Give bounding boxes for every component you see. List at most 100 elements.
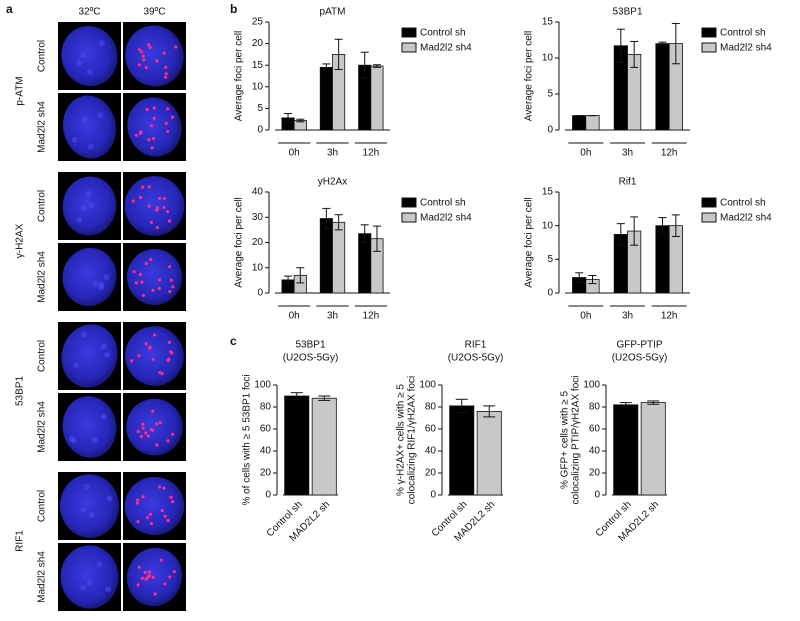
row-label: Mad2l2 sh4 — [37, 401, 48, 453]
focus — [137, 63, 141, 67]
nucleolus — [105, 586, 112, 593]
group-label: p-ATM — [15, 76, 26, 105]
panel-letter: b — [230, 2, 237, 16]
focus — [140, 185, 145, 189]
x-tick-label: 3h — [622, 311, 633, 322]
nucleolus — [98, 284, 105, 291]
y-tick-label: 80 — [589, 402, 601, 413]
y-tick-label: 100 — [419, 380, 436, 391]
y-tick-label: 15 — [542, 17, 554, 28]
chart-title: RIF1 — [465, 340, 487, 351]
focus — [145, 108, 149, 112]
column-header: 39ºC — [144, 7, 166, 18]
focus — [136, 583, 140, 587]
y-axis-title: % of cells with ≥ 5 53BP1 foci — [242, 374, 253, 505]
nucleolus — [97, 112, 104, 119]
y-tick-label: 0 — [257, 288, 263, 299]
nucleolus — [88, 202, 95, 209]
focus — [141, 54, 145, 58]
focus — [144, 66, 148, 70]
y-tick-label: 60 — [425, 424, 437, 435]
nucleolus — [85, 190, 92, 197]
bar — [319, 218, 333, 294]
panel-letter: c — [230, 334, 237, 348]
x-tick-label: 0h — [289, 311, 300, 322]
x-tick-label: 12h — [661, 148, 678, 159]
focus — [157, 278, 162, 282]
nucleolus — [82, 116, 89, 123]
y-tick-label: 20 — [252, 38, 264, 49]
focus — [149, 521, 154, 526]
focus — [143, 570, 147, 574]
focus — [164, 65, 168, 69]
focus — [146, 575, 150, 579]
nucleolus — [88, 512, 95, 519]
error-bar — [671, 22, 680, 65]
legend-label: Control sh — [720, 198, 766, 209]
bar — [613, 404, 639, 496]
error-bar — [372, 225, 381, 252]
legend-swatch — [401, 212, 417, 223]
focus — [142, 58, 146, 62]
nucleus — [62, 247, 117, 307]
focus — [169, 278, 173, 282]
chart-title: GFP-PTIP — [616, 340, 662, 351]
y-tick-label: 15 — [542, 187, 554, 198]
focus — [137, 48, 141, 52]
y-tick-label: 10 — [542, 53, 554, 64]
legend-label: Mad2l2 sh4 — [420, 213, 472, 224]
error-bar — [455, 398, 468, 413]
y-tick-label: 100 — [254, 380, 271, 391]
group-label: γ-H2AX — [15, 223, 26, 258]
focus — [158, 421, 163, 425]
error-bar — [322, 207, 331, 230]
focus — [163, 75, 168, 79]
nucleolus — [83, 483, 90, 490]
focus — [136, 498, 140, 502]
focus — [139, 130, 143, 134]
focus — [167, 340, 171, 344]
y-tick-label: 40 — [260, 446, 272, 457]
error-bar — [360, 224, 369, 243]
focus — [166, 107, 170, 111]
focus — [167, 219, 172, 223]
y-tick-label: 20 — [589, 468, 601, 479]
focus — [138, 272, 142, 277]
focus — [134, 281, 138, 285]
nucleolus — [96, 561, 103, 568]
bar — [640, 402, 666, 496]
nucleolus — [103, 274, 110, 281]
nucleolus — [80, 584, 87, 591]
nucleus — [59, 474, 120, 538]
error-bar — [616, 223, 625, 246]
y-axis-title: Average foci per cell — [524, 197, 535, 287]
focus — [136, 429, 140, 434]
focus — [155, 422, 159, 426]
focus — [147, 138, 151, 142]
focus — [168, 575, 172, 579]
nucleolus — [91, 437, 98, 444]
focus — [136, 519, 140, 524]
focus — [151, 288, 155, 292]
column-header: 32ºC — [79, 7, 101, 18]
focus — [166, 209, 170, 214]
y-axis-title: % γ-H2AX+ cells with ≥ 5 — [396, 384, 407, 496]
y-tick-label: 0 — [430, 490, 436, 501]
focus — [131, 199, 135, 203]
legend-label: Mad2l2 sh4 — [720, 43, 772, 54]
group-label: RIF1 — [15, 530, 26, 552]
focus — [167, 357, 171, 361]
nucleus — [61, 324, 118, 388]
focus — [148, 512, 152, 516]
x-tick-label: 0h — [580, 311, 591, 322]
panel-letter: a — [6, 2, 13, 16]
focus — [151, 136, 156, 141]
bar — [585, 115, 600, 131]
focus — [164, 121, 168, 125]
bar — [572, 115, 587, 131]
focus — [171, 500, 175, 504]
focus — [155, 59, 159, 63]
bar — [319, 66, 333, 131]
chart-title: 53BP1 — [612, 7, 642, 18]
